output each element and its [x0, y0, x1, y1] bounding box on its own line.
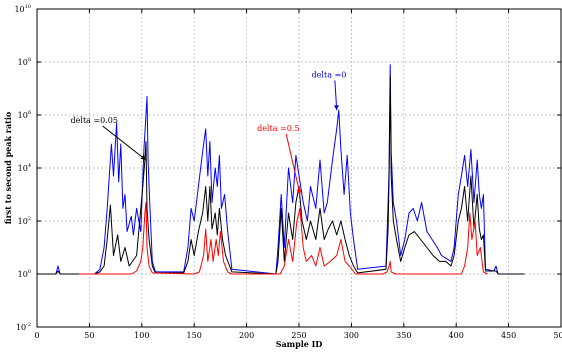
- y-tick-exponent: 10: [25, 4, 31, 10]
- y-tick-base: 10: [16, 323, 26, 332]
- x-tick-label: 500: [553, 331, 562, 340]
- y-tick-label: 106: [18, 110, 31, 120]
- y-tick-base: 10: [18, 58, 28, 67]
- y-tick-base: 10: [14, 5, 24, 14]
- y-tick-base: 10: [18, 217, 28, 226]
- y-tick-label: 102: [18, 216, 31, 226]
- x-tick-label: 100: [134, 331, 149, 340]
- y-tick-label: 104: [18, 163, 31, 173]
- annotation-arrow: [102, 125, 147, 161]
- y-tick-exponent: 2: [28, 216, 31, 222]
- x-tick-label: 350: [396, 331, 411, 340]
- y-tick-label: 108: [18, 57, 31, 67]
- x-tick-label: 400: [449, 331, 464, 340]
- annotations: delta =0 delta =0.05 delta =0.5: [71, 71, 347, 195]
- x-tick-label: 200: [239, 331, 254, 340]
- annotation-arrow: [285, 133, 301, 195]
- x-tick-label: 50: [84, 331, 94, 340]
- annotation-label: delta =0: [312, 71, 347, 80]
- annotation-label: delta =0.5: [257, 124, 299, 133]
- x-axis: 0 50 100 150 200 250 300 350 400 450 500: [34, 9, 562, 340]
- y-tick-base: 10: [18, 164, 28, 173]
- series-line-delta-0-5: [78, 202, 488, 275]
- y-tick-label: 10-2: [16, 322, 31, 332]
- x-tick-label: 250: [291, 331, 306, 340]
- y-tick-label: 1010: [14, 4, 31, 14]
- y-tick-exponent: 0: [28, 269, 31, 275]
- annotation-arrowhead: [140, 155, 146, 160]
- series-line-delta-0: [38, 64, 525, 275]
- annotation-label: delta =0.05: [71, 116, 118, 125]
- series-group: [38, 64, 525, 275]
- y-tick-exponent: 8: [28, 57, 31, 63]
- y-axis-label: first to second peak ratio: [3, 111, 13, 224]
- annotation-arrowhead: [333, 105, 339, 111]
- x-tick-label: 150: [187, 331, 202, 340]
- y-tick-base: 10: [18, 270, 28, 279]
- y-tick-exponent: -2: [26, 322, 31, 328]
- series-line-delta-0-05: [38, 75, 525, 275]
- y-tick-exponent: 6: [28, 110, 31, 116]
- x-tick-label: 450: [501, 331, 516, 340]
- y-tick-base: 10: [18, 111, 28, 120]
- y-tick-exponent: 4: [28, 163, 31, 169]
- y-tick-label: 100: [18, 269, 31, 279]
- annotation-arrowhead: [296, 189, 302, 195]
- x-tick-label: 300: [344, 331, 359, 340]
- x-tick-label: 0: [34, 331, 39, 340]
- x-axis-label: Sample ID: [276, 339, 323, 349]
